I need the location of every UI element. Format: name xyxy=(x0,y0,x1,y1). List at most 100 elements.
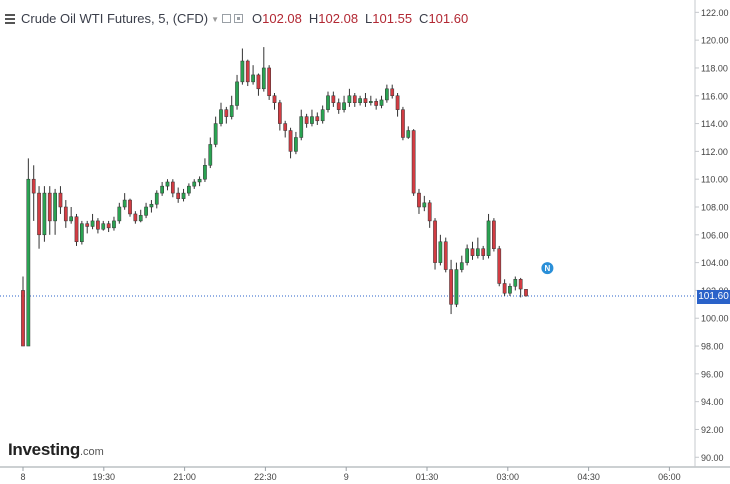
candle-down xyxy=(256,74,261,90)
candle-down xyxy=(363,98,368,103)
candle-up xyxy=(465,248,469,263)
x-axis-labels: 8 19:30 21:00 22:30 9 01:30 03:00 04:30 06:00 xyxy=(20,467,681,482)
y-tick-label: 110.00 xyxy=(701,175,728,185)
candle-down xyxy=(133,213,138,222)
y-tick-label: 112.00 xyxy=(701,147,728,157)
candle-down xyxy=(481,248,486,256)
candle-up xyxy=(144,206,148,216)
high-key: H xyxy=(308,10,319,26)
candle-up xyxy=(347,95,352,103)
y-tick-label: 108.00 xyxy=(701,202,729,212)
hide-icon[interactable] xyxy=(222,13,231,23)
logo-domain: .com xyxy=(79,446,104,458)
candle-up xyxy=(438,241,443,263)
candle-up xyxy=(192,181,197,187)
candle-up xyxy=(342,102,346,110)
y-tick-label: 104.00 xyxy=(701,258,729,268)
candle-up xyxy=(26,178,31,347)
candle-up xyxy=(251,74,255,83)
candle-up xyxy=(149,203,154,208)
candle-up xyxy=(385,88,389,101)
close-value: 101.60 xyxy=(428,10,469,26)
candle-up xyxy=(422,202,427,208)
candle-down xyxy=(331,95,336,103)
instrument-title[interactable]: Crude Oil WTI Futures, 5, (CFD) xyxy=(21,10,209,26)
candle-up xyxy=(459,262,464,270)
candle-down xyxy=(417,192,421,208)
close-key: C xyxy=(419,10,429,26)
settings-icon[interactable] xyxy=(234,13,243,23)
y-tick-label: 116.00 xyxy=(701,91,728,101)
candle-up xyxy=(187,185,191,194)
candle-down xyxy=(502,283,507,294)
candle-up xyxy=(368,101,373,103)
candle-up xyxy=(406,130,411,138)
x-tick-label: 06:00 xyxy=(658,472,681,482)
candle-up xyxy=(475,248,480,256)
high-value: 102.08 xyxy=(318,10,359,26)
candle-up xyxy=(261,67,266,90)
candle-down xyxy=(96,220,100,230)
y-tick-label: 122.00 xyxy=(701,8,729,18)
candle-down xyxy=(288,130,293,152)
candle-up xyxy=(299,116,304,138)
candle-up xyxy=(80,223,84,243)
candle-down xyxy=(63,206,68,222)
y-tick-label: 100.00 xyxy=(701,314,729,324)
candle-down xyxy=(58,192,63,208)
candle-up xyxy=(208,144,213,166)
candle-up xyxy=(42,192,47,236)
x-tick-label: 19:30 xyxy=(93,472,116,482)
chevron-down-icon[interactable]: ▼ xyxy=(211,14,219,24)
candle-up xyxy=(240,60,245,83)
x-tick-label: 03:00 xyxy=(497,472,520,482)
y-tick-label: 98.00 xyxy=(701,342,724,352)
candle-up xyxy=(326,95,330,110)
x-tick-label: 22:30 xyxy=(254,472,277,482)
chart-legend: Crude Oil WTI Futures, 5, (CFD) ▼ O 102.0… xyxy=(4,9,468,27)
candle-up xyxy=(213,123,218,145)
candle-up xyxy=(454,269,459,305)
candle-up xyxy=(117,206,122,222)
candle-down xyxy=(267,67,272,97)
candle-up xyxy=(229,105,234,117)
investing-logo[interactable]: Investing .com xyxy=(8,440,104,460)
candle-up xyxy=(235,81,239,106)
candle-down xyxy=(492,220,496,249)
y-tick-label: 96.00 xyxy=(701,369,724,379)
candle-down xyxy=(427,202,432,222)
candle-down xyxy=(395,95,400,110)
y-tick-label: 120.00 xyxy=(701,36,729,46)
candle-up xyxy=(154,192,159,205)
y-tick-label: 94.00 xyxy=(701,397,724,407)
candle-up xyxy=(358,98,362,103)
candle-down xyxy=(470,248,475,256)
x-tick-label: 21:00 xyxy=(173,472,196,482)
candle-up xyxy=(181,192,186,199)
candle-down xyxy=(374,101,379,106)
candle-down xyxy=(449,269,453,305)
low-value: 101.55 xyxy=(372,10,413,26)
candle-down xyxy=(21,290,25,347)
candle-down xyxy=(352,95,357,103)
candle-down xyxy=(283,123,288,131)
candle-down xyxy=(315,116,320,122)
low-key: L xyxy=(365,10,373,26)
candle-down xyxy=(433,220,437,263)
candle-up xyxy=(197,178,202,183)
candle-up xyxy=(122,199,127,208)
y-tick-label: 118.00 xyxy=(701,63,728,73)
y-tick-label: 90.00 xyxy=(701,453,724,463)
candle-up xyxy=(294,137,298,152)
candles xyxy=(21,47,528,347)
news-marker[interactable]: N xyxy=(540,261,555,276)
candle-up xyxy=(513,279,518,287)
candle-up xyxy=(53,192,57,222)
open-key: O xyxy=(252,10,263,26)
menu-icon[interactable] xyxy=(4,12,16,24)
candle-down xyxy=(74,216,79,243)
last-price-label: 101.60 xyxy=(697,290,730,304)
news-marker-label: N xyxy=(545,264,551,273)
candle-up xyxy=(69,216,74,222)
